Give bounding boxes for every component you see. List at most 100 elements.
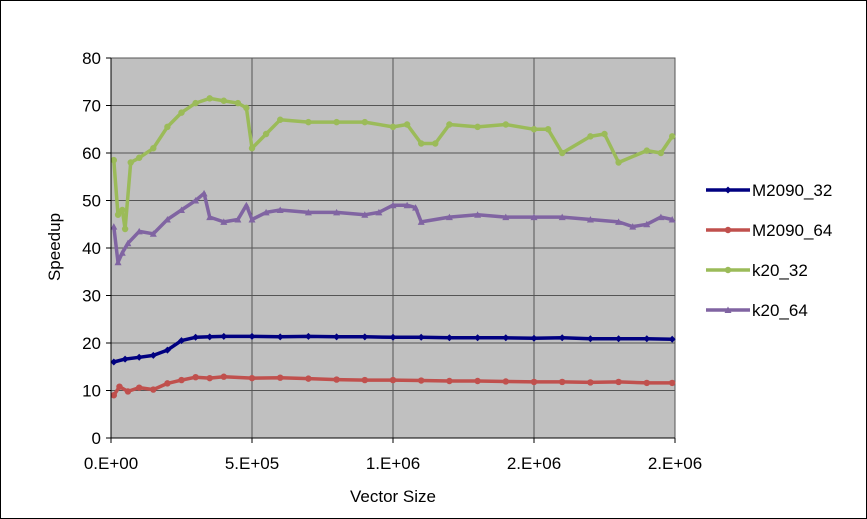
point-k20_64-27 <box>502 213 510 221</box>
point-k20_64-2 <box>118 249 126 256</box>
point-M2090_64-9 <box>220 373 227 380</box>
point-M2090_64-5 <box>164 380 171 387</box>
point-M2090_64-22 <box>587 379 594 386</box>
point-k20_32-5 <box>136 154 143 161</box>
point-k20_64-6 <box>163 216 171 223</box>
point-k20_32-19 <box>361 118 368 126</box>
point-k20_64-18 <box>333 208 341 216</box>
y-axis-title: Speedup <box>45 213 64 281</box>
point-M2090_32-0 <box>110 358 118 366</box>
point-k20_64-26 <box>474 211 482 218</box>
point-M2090_64-23 <box>615 378 622 386</box>
point-k20_32-27 <box>530 126 538 133</box>
point-k20_64-29 <box>558 213 566 221</box>
point-k20_64-32 <box>629 223 637 230</box>
point-M2090_64-4 <box>150 386 157 393</box>
point-k20_32-2 <box>119 206 126 214</box>
point-M2090_64-19 <box>502 378 509 385</box>
point-M2090_64-18 <box>474 377 481 385</box>
point-M2090_32-7 <box>206 333 214 341</box>
point-M2090_64-16 <box>418 377 425 384</box>
x-tick-label-1: 5.E+05 <box>225 454 279 473</box>
point-M2090_64-25 <box>668 379 676 387</box>
point-M2090_64-2 <box>124 388 132 395</box>
point-k20_64-9 <box>200 189 208 197</box>
point-k20_32-29 <box>559 149 566 157</box>
point-k20_64-15 <box>262 208 270 216</box>
point-M2090_64-7 <box>192 374 199 381</box>
point-k20_32-14 <box>248 145 256 152</box>
y-tick-label-7: 70 <box>82 97 101 116</box>
point-k20_32-0 <box>110 156 118 164</box>
point-k20_32-26 <box>502 121 509 128</box>
point-M2090_64-3 <box>136 384 143 391</box>
point-k20_32-24 <box>446 121 453 128</box>
point-k20_32-20 <box>389 123 397 131</box>
legend-label-M2090_32: M2090_32 <box>752 181 832 200</box>
point-k20_64-24 <box>417 218 425 225</box>
x-axis-title: Vector Size <box>350 487 436 506</box>
point-M2090_64-13 <box>333 376 340 383</box>
point-k20_64-16 <box>276 206 284 213</box>
point-k20_64-13 <box>242 201 250 209</box>
point-k20_32-11 <box>220 97 227 104</box>
point-k20_64-12 <box>234 216 242 223</box>
point-M2090_32-20 <box>558 334 566 342</box>
legend: M2090_32 M2090_64 k20_32 k20_64 <box>706 181 832 320</box>
point-M2090_64-10 <box>248 374 256 382</box>
legend-item-M2090_32: M2090_32 <box>706 181 832 200</box>
point-k20_32-18 <box>333 118 340 126</box>
point-k20_64-19 <box>361 211 369 218</box>
point-M2090_64-6 <box>178 376 185 384</box>
x-tick-label-3: 2.E+06 <box>507 454 561 473</box>
point-k20_64-8 <box>192 197 200 204</box>
legend-item-k20_64: k20_64 <box>706 301 808 320</box>
point-k20_32-7 <box>164 123 171 131</box>
point-k20_64-10 <box>206 213 214 221</box>
point-k20_64-4 <box>135 227 143 235</box>
point-M2090_64-0 <box>110 392 118 399</box>
point-M2090_64-17 <box>446 377 453 385</box>
legend-label-k20_64: k20_64 <box>752 301 808 320</box>
point-M2090_32-5 <box>178 337 185 345</box>
point-M2090_64-11 <box>277 374 284 381</box>
point-M2090_64-8 <box>206 374 213 382</box>
point-M2090_32-22 <box>615 335 623 343</box>
point-M2090_32-2 <box>135 353 143 361</box>
point-M2090_32-17 <box>474 334 482 342</box>
point-M2090_32-10 <box>276 333 284 341</box>
point-k20_32-6 <box>150 145 157 152</box>
y-tick-label-1: 10 <box>82 382 101 401</box>
point-k20_32-16 <box>277 116 284 123</box>
point-M2090_32-14 <box>389 333 397 341</box>
series-k20_64 <box>110 189 676 266</box>
point-M2090_32-19 <box>530 334 538 342</box>
legend-item-M2090_64: M2090_64 <box>706 221 832 240</box>
point-k20_64-30 <box>586 216 594 223</box>
y-tick-label-4: 40 <box>82 239 101 258</box>
point-M2090_32-16 <box>445 334 453 342</box>
point-k20_32-17 <box>305 118 312 126</box>
y-tick-label-8: 80 <box>82 49 101 68</box>
point-k20_32-12 <box>234 99 242 107</box>
point-k20_64-22 <box>403 201 411 209</box>
point-k20_64-31 <box>615 218 623 225</box>
point-k20_32-28 <box>544 126 552 133</box>
series-M2090_64 <box>110 373 676 399</box>
point-k20_32-30 <box>587 133 594 140</box>
point-k20_32-22 <box>418 140 425 147</box>
point-M2090_64-15 <box>389 376 397 384</box>
y-tick-label-5: 50 <box>82 192 101 211</box>
point-M2090_64-20 <box>530 378 538 386</box>
point-M2090_64-12 <box>305 375 312 382</box>
point-k20_32-8 <box>178 109 185 116</box>
point-k20_64-3 <box>124 239 132 247</box>
series-M2090_32 <box>110 332 676 366</box>
x-tick-label-4: 2.E+06 <box>648 454 702 473</box>
x-tick-label-0: 0.E+00 <box>84 454 138 473</box>
point-M2090_32-11 <box>304 332 312 340</box>
point-k20_32-21 <box>403 121 411 128</box>
point-M2090_32-4 <box>163 346 171 354</box>
point-M2090_32-3 <box>149 351 157 359</box>
